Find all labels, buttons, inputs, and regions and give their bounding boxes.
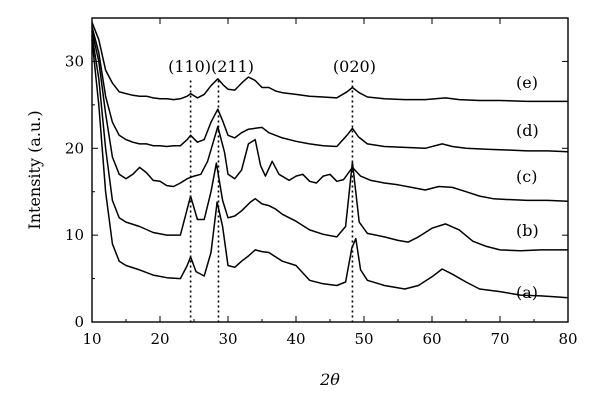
x-tick-label: 70 [490, 330, 509, 348]
peak-label: (110) [168, 57, 211, 76]
y-tick-label: 20 [65, 139, 84, 157]
series-line [91, 35, 568, 252]
series-lines [91, 22, 569, 299]
x-tick-label: 60 [422, 330, 441, 348]
series-line [91, 39, 569, 299]
peak-label: (211) [211, 57, 254, 76]
series-line [91, 22, 568, 103]
peak-label: (020) [333, 57, 376, 76]
y-axis-title: Intensity (a.u.) [25, 110, 44, 229]
series-labels: (a) (b) (c) (d) (e) [516, 73, 539, 302]
series-label: (e) [516, 73, 538, 92]
series-label: (d) [516, 121, 539, 140]
peak-reference-lines [189, 80, 354, 322]
y-tick-label: 30 [65, 52, 84, 70]
x-tick-label: 30 [218, 330, 237, 348]
x-tick-label: 50 [354, 330, 373, 348]
x-tick-label: 10 [82, 330, 101, 348]
series-line [91, 30, 569, 203]
y-axis-ticks: 0 10 20 30 [65, 52, 568, 331]
series-label: (b) [516, 221, 539, 240]
x-axis-ticks: 10 20 30 40 50 60 70 80 [82, 18, 578, 348]
peak-labels: (110) (211) (020) [168, 57, 376, 76]
x-tick-label: 40 [286, 330, 305, 348]
x-axis-title: 2θ [319, 370, 340, 389]
y-tick-label: 10 [65, 226, 84, 244]
series-label: (a) [516, 283, 538, 302]
x-tick-label: 20 [150, 330, 169, 348]
x-tick-label: 80 [558, 330, 577, 348]
y-tick-label: 0 [74, 313, 84, 331]
series-label: (c) [516, 167, 537, 186]
series-line [91, 26, 569, 153]
